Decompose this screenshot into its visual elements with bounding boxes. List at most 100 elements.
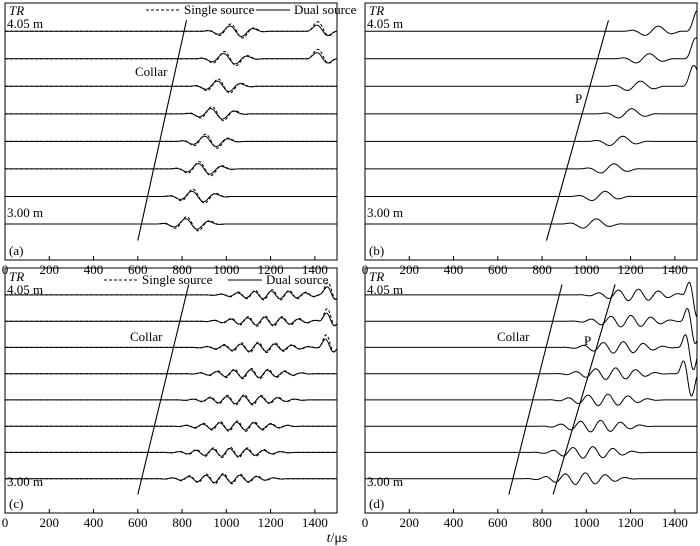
panel-b: TR 4.05 m 3.00 m (b) P 0 200 400 600 800 1000… (362, 2, 698, 277)
panel-a-trace-dual-4 (5, 108, 337, 120)
panel-c-trace-single-6 (5, 308, 338, 327)
panel-c-trace-dual-0 (5, 474, 337, 484)
panel-a-legend: Single source Dual source (146, 2, 357, 17)
panel-d-x-tick-label-3: 600 (488, 515, 508, 530)
panel-c-bottom-receiver-label: 3.00 m (7, 474, 43, 489)
panel-d-x-tick-label-0: 0 (362, 515, 369, 530)
panel-a-moveout-line-0 (137, 20, 188, 241)
panel-d-x-tick-label-6: 1200 (618, 515, 644, 530)
panel-d-x-tick-label-2: 400 (444, 515, 464, 530)
panel-b-x-tick-label-6: 1200 (618, 262, 644, 277)
panel-d-x-tick-label-7: 1400 (662, 515, 688, 530)
panel-d-x-tick-label-4: 800 (532, 515, 552, 530)
panel-c-trace-dual-1 (5, 447, 337, 457)
panel-d-frame (364, 267, 698, 514)
x-axis-label-unit: /μs (331, 531, 348, 546)
panel-c-trace-dual-6 (5, 312, 338, 327)
panel-d-moveout-line-0 (508, 284, 563, 495)
panel-c-legend-dual-label: Dual source (266, 272, 329, 287)
panel-a-legend-dual-label: Dual source (294, 2, 357, 17)
panel-a-annotation-collar: Collar (135, 64, 168, 79)
panel-c-x-tick-label-7: 1400 (302, 515, 328, 530)
panel-d-trace-dual-7 (365, 281, 698, 318)
panel-a-legend-single-label: Single source (184, 2, 255, 17)
panel-b-trace-dual-4 (365, 108, 697, 119)
panel-d-x-tick-label-1: 200 (400, 515, 420, 530)
panel-a-trace-single-7 (5, 21, 338, 39)
panel-c-legend-single-label: Single source (142, 272, 213, 287)
panel-c-label: (c) (9, 496, 23, 511)
panel-d-trace-dual-6 (365, 307, 698, 345)
panel-c-trace-dual-5 (5, 338, 338, 353)
panel-c-x-ticks: 0 200 400 600 800 1000 1200 1400 (2, 509, 328, 530)
panel-c-moveout-line-0 (137, 284, 190, 495)
panel-d-moveouts (508, 284, 616, 495)
panel-a-frame (4, 2, 338, 261)
panel-a-y-title: TR (9, 3, 24, 18)
panel-a-x-tick-label-2: 400 (84, 262, 104, 277)
panel-d-trace-dual-3 (365, 393, 697, 407)
panel-b-trace-dual-7 (365, 10, 698, 36)
panel-a-trace-single-6 (5, 48, 338, 67)
panel-d-trace-dual-4 (365, 360, 698, 397)
panel-a-x-ticks: 0 200 400 600 800 1000 1200 1400 (2, 256, 328, 277)
panel-d-traces (365, 281, 698, 485)
panel-c-x-tick-label-6: 1200 (258, 515, 284, 530)
panel-a-trace-dual-5 (5, 80, 337, 93)
panel-b-label: (b) (369, 243, 384, 258)
panel-b-x-ticks: 0 200 400 600 800 1000 1200 1400 (362, 256, 688, 277)
panel-c: TR 4.05 m 3.00 m (c) Collar Single sourc… (2, 267, 338, 530)
panel-b-trace-dual-5 (365, 64, 698, 91)
panel-c-trace-dual-2 (5, 421, 337, 431)
x-axis-label: t/μs (327, 531, 348, 546)
panel-c-trace-dual-7 (5, 286, 338, 300)
panel-b-x-tick-label-3: 600 (488, 262, 508, 277)
panel-a-x-tick-label-4: 800 (172, 262, 192, 277)
panel-d: TR 4.05 m 3.00 m (d) Collar P 0 200 400 600… (362, 267, 698, 530)
panel-c-trace-dual-4 (5, 369, 337, 379)
panel-d-label: (d) (369, 496, 384, 511)
panel-b-x-tick-label-5: 1000 (573, 262, 599, 277)
panel-c-x-tick-label-4: 800 (172, 515, 192, 530)
panel-a-traces (5, 21, 338, 232)
panel-a-x-tick-label-1: 200 (40, 262, 60, 277)
panel-b-x-tick-label-7: 1400 (662, 262, 688, 277)
panel-a-x-tick-label-3: 600 (128, 262, 148, 277)
panel-d-bottom-receiver-label: 3.00 m (367, 474, 403, 489)
panel-c-legend: Single source Dual source (104, 272, 329, 287)
panel-c-x-tick-label-3: 600 (128, 515, 148, 530)
panel-b-x-tick-label-1: 200 (400, 262, 420, 277)
panel-a: TR 4.05 m 3.00 m (a) Collar Single sourc… (2, 2, 357, 277)
panel-b-x-tick-label-2: 400 (444, 262, 464, 277)
panel-c-trace-dual-3 (5, 395, 337, 405)
panel-d-trace-dual-2 (365, 419, 697, 433)
panel-d-top-receiver-label: 4.05 m (367, 282, 403, 297)
panel-b-bottom-receiver-label: 3.00 m (367, 205, 403, 220)
panel-a-trace-dual-6 (5, 52, 338, 65)
panel-d-x-ticks: 0 200 400 600 800 1000 1200 1400 (362, 509, 688, 530)
panel-b-frame (364, 2, 698, 261)
panel-a-trace-dual-1 (5, 190, 337, 203)
panel-c-x-tick-label-1: 200 (40, 515, 60, 530)
panel-a-x-tick-label-6: 1200 (258, 262, 284, 277)
panel-d-x-tick-label-5: 1000 (573, 515, 599, 530)
panel-c-moveouts (137, 284, 190, 495)
panel-d-annotation-p: P (584, 333, 591, 348)
panel-b-trace-dual-0 (365, 218, 697, 229)
panel-c-x-tick-label-0: 0 (2, 515, 9, 530)
panel-b-x-tick-label-4: 800 (532, 262, 552, 277)
panel-d-trace-dual-1 (365, 446, 697, 459)
panel-b-trace-dual-3 (365, 135, 697, 146)
panel-b-trace-dual-1 (365, 190, 697, 202)
panel-b-moveouts (545, 20, 609, 241)
panel-c-frame (4, 267, 338, 514)
x-axis-label-var: t (327, 531, 332, 546)
panel-d-y-title: TR (369, 269, 384, 284)
panel-d-trace-dual-0 (365, 472, 697, 485)
panel-a-trace-dual-0 (5, 218, 337, 230)
panel-c-traces (5, 281, 338, 485)
panel-a-trace-dual-2 (5, 163, 337, 175)
panel-a-x-tick-label-7: 1400 (302, 262, 328, 277)
panel-b-top-receiver-label: 4.05 m (367, 16, 403, 31)
